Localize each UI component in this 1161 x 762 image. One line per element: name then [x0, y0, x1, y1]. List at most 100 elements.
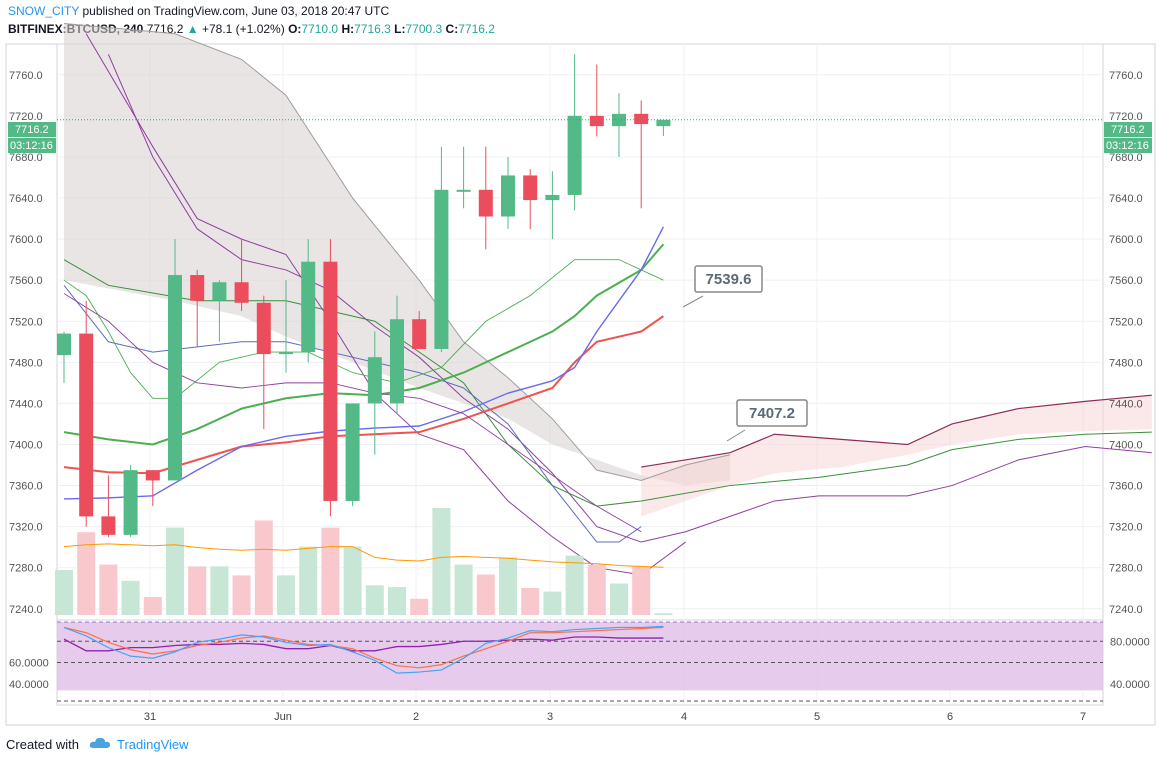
x-tick-label: Jun — [274, 711, 292, 723]
candle-body — [367, 357, 382, 404]
stoch-k-line — [63, 625, 664, 674]
volume-bar — [166, 527, 184, 615]
tradingview-cloud-icon — [89, 737, 111, 752]
price-tick-left: 7280.0 — [9, 563, 43, 575]
volume-bar — [321, 527, 340, 615]
volume-bar — [476, 574, 495, 615]
price-tick-left: 7400.0 — [9, 439, 43, 451]
low-value: 7700.3 — [405, 22, 443, 36]
volume-bar — [55, 570, 73, 615]
candle-body — [301, 261, 316, 353]
stoch-d-line — [63, 626, 664, 669]
candle-body — [545, 194, 560, 201]
volume-bar — [654, 613, 673, 615]
candle-body — [456, 189, 471, 192]
price-tick-right: 7320.0 — [1109, 522, 1143, 534]
price-tick-right: 7240.0 — [1109, 604, 1143, 616]
volume-bar — [587, 564, 606, 615]
last-price-tag-bg — [8, 122, 56, 137]
stoch-band — [57, 622, 1103, 691]
volume-bar — [521, 588, 540, 615]
candle-body — [390, 319, 404, 404]
price-tick-left: 7480.0 — [9, 357, 43, 369]
callout-pointer — [682, 295, 704, 308]
open-value: 7710.0 — [301, 22, 339, 36]
volume-bar — [188, 566, 207, 615]
candle-body — [412, 319, 427, 349]
last-price-tag-bg — [1104, 122, 1152, 137]
countdown-tag: 03:12:16 — [1106, 140, 1149, 152]
volume-bar — [143, 597, 162, 615]
price-tick-right: 7640.0 — [1109, 193, 1143, 205]
volume-bar — [454, 564, 473, 615]
low-label: L: — [394, 22, 406, 36]
candle-body — [168, 275, 182, 481]
price-tick-right: 7280.0 — [1109, 563, 1143, 575]
price-tick-right: 7600.0 — [1109, 234, 1143, 246]
price-tick-left: 7600.0 — [9, 234, 43, 246]
published-text: published on TradingView.com, June 03, 2… — [82, 4, 390, 18]
candle-body — [501, 175, 515, 217]
author-link[interactable]: SNOW_CITY — [8, 4, 80, 18]
publish-line: SNOW_CITY published on TradingView.com, … — [8, 4, 389, 18]
price-tick-left: 7760.0 — [9, 70, 43, 82]
price-tick-right: 7680.0 — [1109, 152, 1143, 164]
volume-ma-line — [63, 543, 664, 568]
created-with-text: Created with — [6, 737, 79, 752]
volume-bar — [277, 575, 295, 615]
countdown-tag-bg — [1104, 138, 1152, 153]
candle-body — [79, 333, 94, 517]
price-tick-left: 7440.0 — [9, 398, 43, 410]
volume-bar — [499, 557, 517, 615]
x-tick-label: 2 — [413, 711, 419, 723]
price-tick-right: 7520.0 — [1109, 316, 1143, 328]
close-value: 7716.2 — [458, 22, 495, 36]
ma-blue — [63, 226, 665, 500]
volume-bar — [210, 566, 229, 615]
volume-bar — [543, 591, 562, 615]
stoch-tick-right: 40.0000 — [1110, 679, 1150, 691]
stoch-tick-right: 80.0000 — [1110, 636, 1150, 648]
candle-body — [434, 189, 449, 349]
callout-pointer — [726, 429, 746, 442]
x-tick-label: 3 — [547, 711, 553, 723]
candle-body — [212, 282, 227, 301]
volume-bar — [432, 507, 451, 615]
candle-body — [145, 470, 160, 481]
kumo-span-a — [63, 22, 731, 481]
volume-bar — [365, 585, 384, 615]
ma-purple — [63, 293, 642, 533]
volume-bar — [299, 546, 318, 615]
change-up-icon: ▲ — [186, 22, 199, 36]
candle-body — [523, 175, 538, 201]
candle-body — [589, 115, 604, 127]
stoch-tick-left: 60.0000 — [9, 658, 49, 670]
callout-label: 7407.2 — [749, 405, 795, 422]
candle-body — [123, 470, 138, 535]
price-tick-left: 7240.0 — [9, 604, 43, 616]
callout-box — [694, 265, 763, 293]
candle-body — [256, 302, 271, 355]
kumo-bear — [64, 23, 730, 486]
symbol-line: BITFINEX:BTCUSD, 240 7716.2 ▲ +78.1 (+1.… — [8, 22, 495, 36]
price-tick-left: 7320.0 — [9, 522, 43, 534]
volume-bar — [99, 564, 118, 615]
candle-body — [567, 115, 582, 195]
volume-bar — [388, 587, 406, 615]
price-tick-left: 7560.0 — [9, 275, 43, 287]
tradingview-link[interactable]: TradingView — [116, 737, 189, 752]
volume-bar — [343, 546, 362, 615]
x-tick-label: 31 — [144, 711, 156, 723]
kijun-future — [107, 54, 1152, 543]
candle-body — [101, 516, 116, 535]
x-tick-label: 5 — [814, 711, 820, 723]
price-tick-right: 7480.0 — [1109, 357, 1143, 369]
price-tick-right: 7560.0 — [1109, 275, 1143, 287]
volume-bar — [410, 598, 429, 615]
volume-bar — [254, 520, 273, 615]
stoch-slow-line — [63, 636, 664, 652]
x-tick-label: 7 — [1080, 711, 1086, 723]
kumo-bull — [641, 395, 1152, 517]
candle-body — [57, 333, 71, 356]
